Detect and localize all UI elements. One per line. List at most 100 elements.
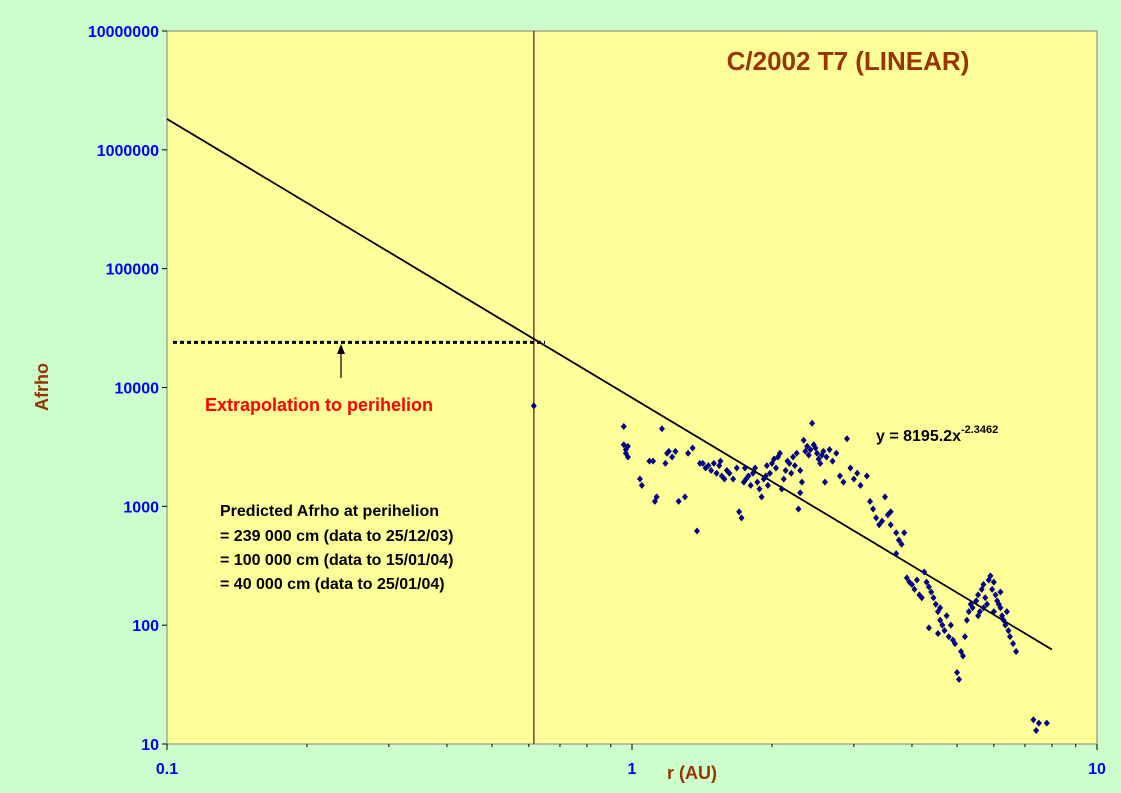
data-point bbox=[624, 442, 631, 450]
data-point bbox=[857, 481, 864, 489]
data-point bbox=[708, 467, 715, 475]
data-point bbox=[963, 616, 970, 624]
data-point bbox=[997, 588, 1004, 596]
data-point bbox=[795, 505, 802, 513]
data-point bbox=[881, 493, 888, 501]
data-point bbox=[982, 594, 989, 602]
data-point bbox=[992, 591, 999, 599]
data-point bbox=[646, 457, 653, 465]
data-point bbox=[867, 497, 874, 505]
data-point bbox=[742, 464, 749, 472]
y-tick-label: 10000 bbox=[115, 381, 160, 398]
data-point bbox=[754, 478, 761, 486]
data-point bbox=[675, 497, 682, 505]
data-point bbox=[932, 600, 939, 608]
data-point bbox=[997, 604, 1004, 612]
data-point bbox=[887, 521, 894, 529]
data-point bbox=[980, 604, 987, 612]
data-point bbox=[802, 447, 809, 455]
y-tick-label: 100000 bbox=[106, 262, 159, 279]
y-tick-label: 1000000 bbox=[97, 143, 159, 160]
data-point bbox=[1005, 627, 1012, 635]
data-point bbox=[836, 472, 843, 480]
trendline-equation: y = 8195.2x-2.3462 bbox=[876, 424, 998, 445]
data-point bbox=[987, 572, 994, 580]
data-point bbox=[925, 624, 932, 632]
data-point bbox=[983, 600, 990, 608]
predicted-afrho-line-3: = 40 000 cm (data to 25/01/04) bbox=[220, 576, 445, 593]
data-point bbox=[797, 467, 804, 475]
data-point bbox=[1010, 640, 1017, 648]
data-point bbox=[736, 508, 743, 516]
data-point bbox=[696, 459, 703, 467]
data-point bbox=[965, 608, 972, 616]
data-point bbox=[923, 578, 930, 586]
data-point bbox=[653, 493, 660, 501]
data-point bbox=[898, 540, 905, 548]
data-point bbox=[887, 508, 894, 516]
trendline bbox=[166, 118, 1053, 651]
data-point bbox=[918, 594, 925, 602]
data-point bbox=[749, 469, 756, 477]
data-point bbox=[756, 485, 763, 493]
data-point bbox=[758, 493, 765, 501]
data-point bbox=[786, 459, 793, 467]
x-tick-label: 0.1 bbox=[156, 761, 178, 778]
data-point bbox=[752, 464, 759, 472]
x-tick-label: 10 bbox=[1088, 761, 1106, 778]
data-point bbox=[921, 568, 928, 576]
data-point bbox=[873, 514, 880, 522]
predicted-afrho-line-1: = 239 000 cm (data to 25/12/03) bbox=[220, 528, 453, 545]
data-point bbox=[798, 478, 805, 486]
data-point bbox=[847, 464, 854, 472]
data-point bbox=[721, 475, 728, 483]
data-point bbox=[951, 640, 958, 648]
data-point bbox=[925, 583, 932, 591]
data-point bbox=[694, 527, 701, 535]
data-point bbox=[685, 449, 692, 457]
data-point bbox=[833, 449, 840, 457]
data-point bbox=[1007, 633, 1014, 641]
data-point bbox=[747, 481, 754, 489]
data-point bbox=[733, 464, 740, 472]
data-point bbox=[817, 459, 824, 467]
data-point bbox=[939, 621, 946, 629]
chart-title: C/2002 T7 (LINEAR) bbox=[727, 46, 970, 76]
data-point bbox=[930, 594, 937, 602]
data-point bbox=[793, 449, 800, 457]
data-point bbox=[636, 475, 643, 483]
data-point bbox=[762, 472, 769, 480]
data-point bbox=[1043, 719, 1050, 727]
data-point bbox=[763, 462, 770, 470]
data-point bbox=[903, 574, 910, 582]
data-point bbox=[854, 469, 861, 477]
y-tick-label: 1000 bbox=[123, 499, 159, 516]
data-point bbox=[879, 517, 886, 525]
data-point bbox=[778, 485, 785, 493]
data-point bbox=[766, 469, 773, 477]
data-point bbox=[870, 505, 877, 513]
y-axis-ticks: 10 100 1000 10000 100000 1000000 10000000 bbox=[88, 24, 167, 754]
data-point bbox=[665, 447, 672, 455]
data-point bbox=[782, 467, 789, 475]
data-point bbox=[705, 462, 712, 470]
data-point bbox=[800, 436, 807, 444]
data-point bbox=[780, 475, 787, 483]
data-point bbox=[973, 597, 980, 605]
x-axis-minor-ticks bbox=[306, 744, 1077, 747]
data-point bbox=[844, 435, 851, 443]
data-point bbox=[713, 469, 720, 477]
data-point bbox=[797, 489, 804, 497]
data-point bbox=[990, 608, 997, 616]
data-point bbox=[726, 469, 733, 477]
y-tick-label: 10000000 bbox=[88, 24, 159, 41]
data-point bbox=[908, 580, 915, 588]
data-point bbox=[1033, 726, 1040, 734]
data-point bbox=[956, 675, 963, 683]
data-point bbox=[730, 475, 737, 483]
data-point bbox=[1035, 719, 1042, 727]
data-point bbox=[901, 529, 908, 537]
data-point bbox=[913, 576, 920, 584]
data-point bbox=[624, 453, 631, 461]
